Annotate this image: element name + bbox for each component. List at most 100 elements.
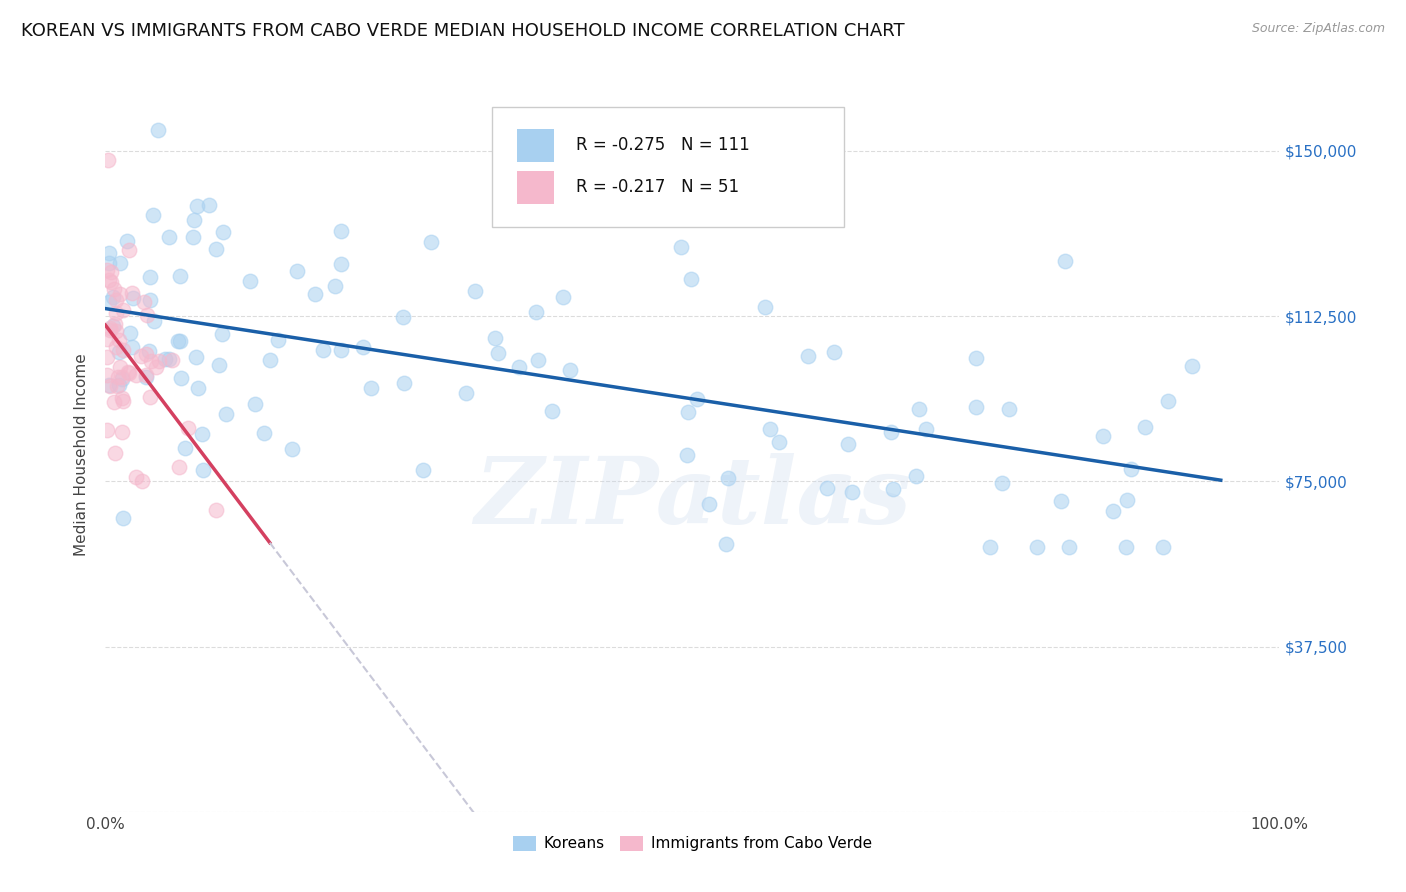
Point xyxy=(1115,541,1137,555)
Point xyxy=(139,354,162,368)
Point xyxy=(139,390,162,404)
Text: R = -0.217   N = 51: R = -0.217 N = 51 xyxy=(576,178,740,196)
Point xyxy=(526,352,548,367)
Point xyxy=(115,234,138,248)
Point xyxy=(360,381,382,395)
Point xyxy=(98,245,121,260)
Point xyxy=(904,469,927,483)
Point xyxy=(716,471,738,485)
Point xyxy=(121,340,143,354)
Text: R = -0.275   N = 111: R = -0.275 N = 111 xyxy=(576,136,751,154)
Point xyxy=(676,448,699,462)
Point xyxy=(104,324,127,338)
Point xyxy=(882,482,904,496)
Point xyxy=(253,425,276,440)
Point xyxy=(679,272,702,286)
Text: ZIPatlas: ZIPatlas xyxy=(474,453,911,542)
Point xyxy=(103,394,125,409)
Point xyxy=(558,362,581,376)
Point xyxy=(1152,541,1174,555)
Point xyxy=(157,351,180,366)
Point xyxy=(174,441,197,455)
Point xyxy=(191,463,214,477)
Point xyxy=(1091,429,1114,443)
Point xyxy=(879,425,901,440)
Point xyxy=(1053,254,1076,268)
Point xyxy=(103,290,125,304)
Point xyxy=(541,404,564,418)
Point xyxy=(105,379,128,393)
Point xyxy=(97,273,120,287)
Point xyxy=(965,401,987,415)
Point xyxy=(211,225,233,239)
Point xyxy=(167,334,190,348)
Point xyxy=(797,349,820,363)
Point xyxy=(1102,504,1125,518)
Point xyxy=(759,422,782,436)
Point xyxy=(204,243,226,257)
Point xyxy=(100,265,122,279)
Point xyxy=(110,370,132,384)
Text: Source: ZipAtlas.com: Source: ZipAtlas.com xyxy=(1251,22,1385,36)
Point xyxy=(815,481,838,495)
Point xyxy=(111,394,134,409)
Point xyxy=(153,351,176,366)
Point xyxy=(285,264,308,278)
Point xyxy=(138,344,160,359)
Point xyxy=(98,378,121,392)
Point xyxy=(259,352,281,367)
Point xyxy=(1026,540,1049,554)
Point xyxy=(837,437,859,451)
Point xyxy=(117,365,139,379)
Point xyxy=(205,502,228,516)
Point xyxy=(184,350,207,364)
Point xyxy=(211,327,233,342)
Point xyxy=(1049,493,1071,508)
Point xyxy=(1133,420,1156,434)
Point xyxy=(979,541,1001,555)
Point xyxy=(323,279,346,293)
Point xyxy=(484,331,506,345)
Point xyxy=(464,284,486,298)
Point xyxy=(105,306,128,320)
Point xyxy=(107,333,129,347)
Point xyxy=(117,366,139,380)
Point xyxy=(551,290,574,304)
Point xyxy=(330,343,353,357)
Point xyxy=(96,263,118,277)
Point xyxy=(198,198,221,212)
Point xyxy=(169,269,191,284)
Point xyxy=(143,314,166,328)
Point xyxy=(412,463,434,477)
Point xyxy=(110,371,132,385)
Point xyxy=(142,208,165,222)
Point xyxy=(508,360,530,375)
Point xyxy=(148,354,170,368)
Point xyxy=(112,343,135,357)
Point xyxy=(187,381,209,395)
Point xyxy=(98,256,121,270)
Point xyxy=(304,287,326,301)
Point xyxy=(1059,541,1081,555)
Point xyxy=(768,435,790,450)
Point xyxy=(1157,393,1180,408)
Point xyxy=(96,423,118,437)
Point xyxy=(108,287,131,301)
Point xyxy=(352,340,374,354)
Point xyxy=(111,511,134,525)
Point xyxy=(135,368,157,383)
Point xyxy=(186,199,208,213)
Point xyxy=(391,310,413,324)
Point xyxy=(160,353,183,368)
Point xyxy=(96,332,118,346)
Point xyxy=(98,323,121,337)
Point xyxy=(139,293,162,307)
Point xyxy=(120,326,142,340)
Point xyxy=(841,484,863,499)
Point xyxy=(966,351,988,366)
Point xyxy=(131,475,153,489)
Point xyxy=(157,229,180,244)
Point xyxy=(998,402,1021,417)
Point xyxy=(104,317,127,331)
Point xyxy=(111,391,134,405)
